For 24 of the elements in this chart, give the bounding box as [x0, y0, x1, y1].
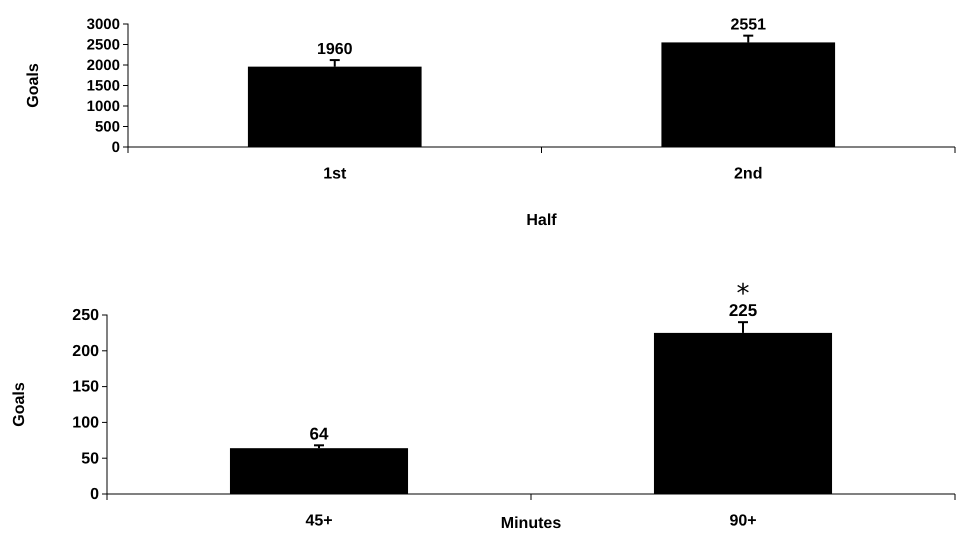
x-tick-label: 90+ [729, 512, 757, 530]
y-axis-title: Goals [11, 382, 28, 427]
y-tick-label: 150 [72, 378, 100, 396]
data-label: 64 [310, 424, 329, 444]
y-axis-title: Goals [25, 63, 42, 108]
x-axis-title: Half [526, 212, 558, 229]
y-tick-label: 0 [90, 486, 100, 504]
y-tick-label: 2500 [86, 36, 120, 54]
y-tick-label: 1000 [86, 98, 120, 115]
y-tick-label: 100 [72, 414, 100, 432]
data-label: 1960 [316, 41, 353, 58]
x-tick-label: 45+ [305, 512, 333, 530]
y-tick-label: 3000 [86, 16, 120, 33]
x-axis-title: Minutes [500, 515, 562, 532]
x-tick-label: 2nd [734, 165, 762, 182]
y-tick-label: 200 [72, 342, 100, 360]
y-tick-label: 2000 [86, 56, 120, 74]
y-tick-label: 1500 [86, 77, 120, 94]
data-label: 2551 [730, 16, 766, 34]
y-tick-label: 0 [112, 138, 120, 156]
y-tick-label: 250 [72, 307, 100, 324]
x-tick-label: 1st [323, 165, 347, 182]
y-tick-label: 50 [81, 450, 100, 468]
y-tick-label: 500 [94, 118, 120, 136]
